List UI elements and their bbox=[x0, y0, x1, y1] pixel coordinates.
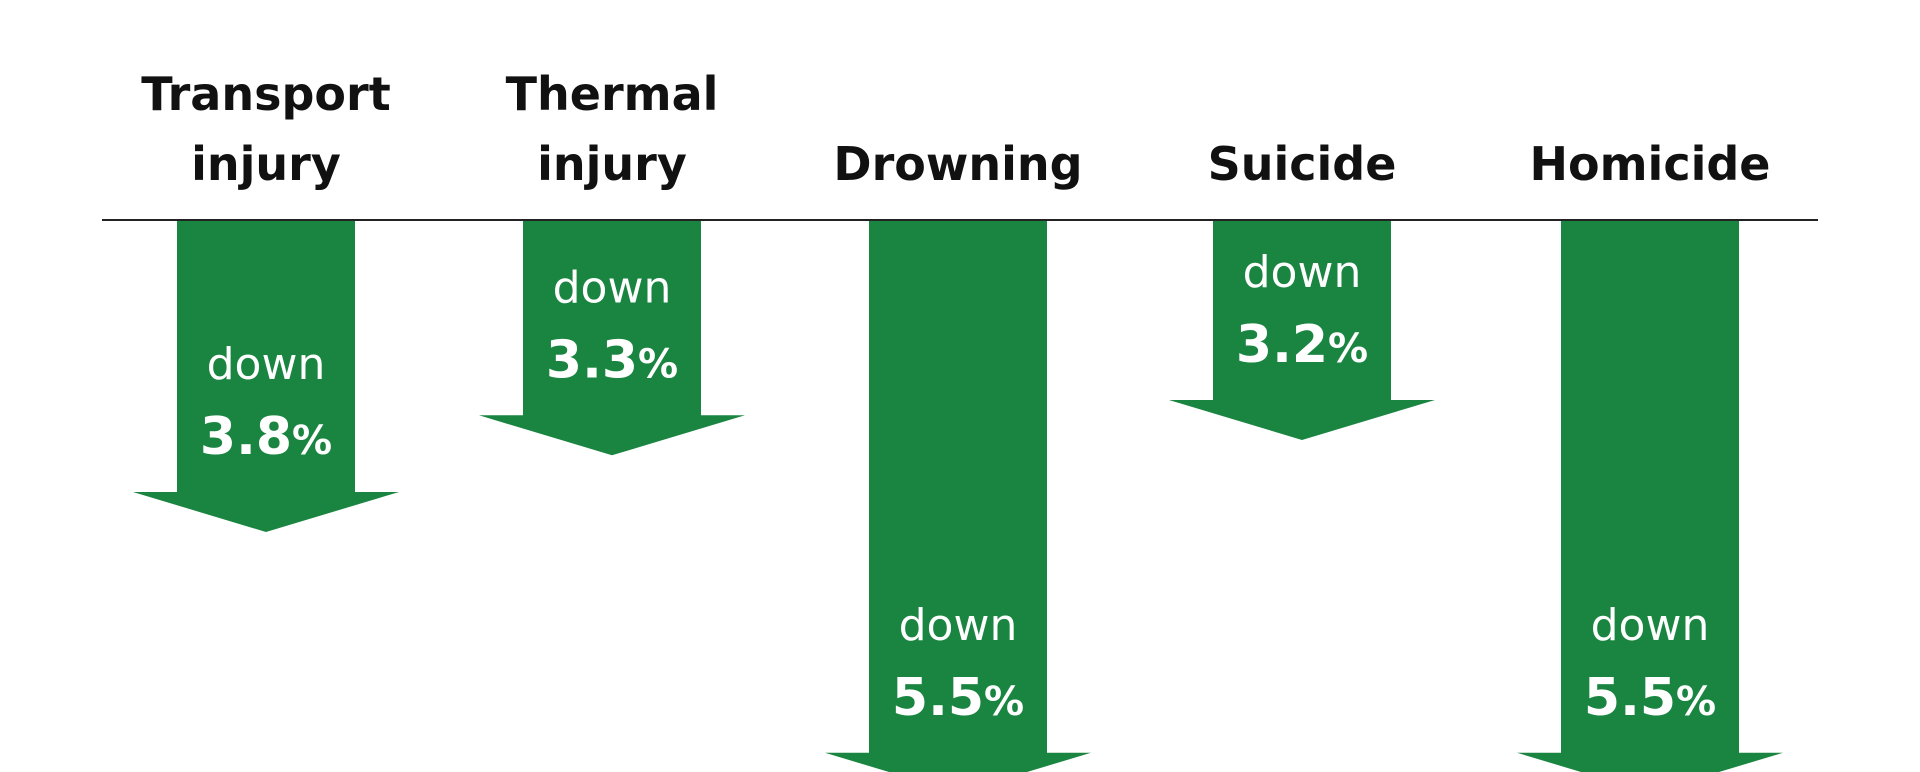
value-number: 3.8 bbox=[200, 407, 292, 467]
category-label-line: injury bbox=[191, 137, 341, 191]
arrow-bar-0 bbox=[133, 221, 399, 532]
direction-word-1: down bbox=[553, 262, 672, 313]
category-label-0: Transport injury bbox=[141, 67, 390, 191]
arrow-bar-3 bbox=[1169, 221, 1435, 440]
category-label-line: Transport bbox=[141, 67, 390, 121]
arrow-bar-4 bbox=[1517, 221, 1783, 772]
value-unit: % bbox=[292, 418, 332, 464]
value-label-1: 3.3% bbox=[546, 330, 678, 390]
value-unit: % bbox=[638, 341, 678, 387]
direction-word-4: down bbox=[1591, 600, 1710, 651]
value-label-4: 5.5% bbox=[1584, 668, 1716, 728]
arrow-bar-1 bbox=[479, 221, 745, 456]
direction-word-2: down bbox=[899, 600, 1018, 651]
arrows-group: down 3.8% down 3.3% down 5.5% down 3.2% down 5.5% bbox=[133, 221, 1783, 772]
value-number: 5.5 bbox=[892, 668, 984, 728]
direction-word-0: down bbox=[207, 339, 326, 390]
category-label-4: Homicide bbox=[1530, 137, 1771, 191]
category-label-3: Suicide bbox=[1208, 137, 1397, 191]
value-number: 3.2 bbox=[1236, 315, 1328, 375]
value-label-3: 3.2% bbox=[1236, 315, 1368, 375]
category-label-line: Homicide bbox=[1530, 137, 1771, 191]
category-label-2: Drowning bbox=[833, 137, 1082, 191]
value-label-0: 3.8% bbox=[200, 407, 332, 467]
value-number: 5.5 bbox=[1584, 668, 1676, 728]
direction-word-3: down bbox=[1243, 247, 1362, 298]
category-label-1: Thermal injury bbox=[506, 67, 719, 191]
value-label-2: 5.5% bbox=[892, 668, 1024, 728]
value-unit: % bbox=[1676, 679, 1716, 725]
arrow-bar-2 bbox=[825, 221, 1091, 772]
category-label-line: injury bbox=[537, 137, 687, 191]
category-label-line: Thermal bbox=[506, 67, 719, 121]
category-label-line: Drowning bbox=[833, 137, 1082, 191]
value-unit: % bbox=[1328, 326, 1368, 372]
value-unit: % bbox=[984, 679, 1024, 725]
value-number: 3.3 bbox=[546, 330, 638, 390]
category-labels: Transport injury Thermal injury Drowning Suic… bbox=[141, 67, 1770, 191]
category-label-line: Suicide bbox=[1208, 137, 1397, 191]
